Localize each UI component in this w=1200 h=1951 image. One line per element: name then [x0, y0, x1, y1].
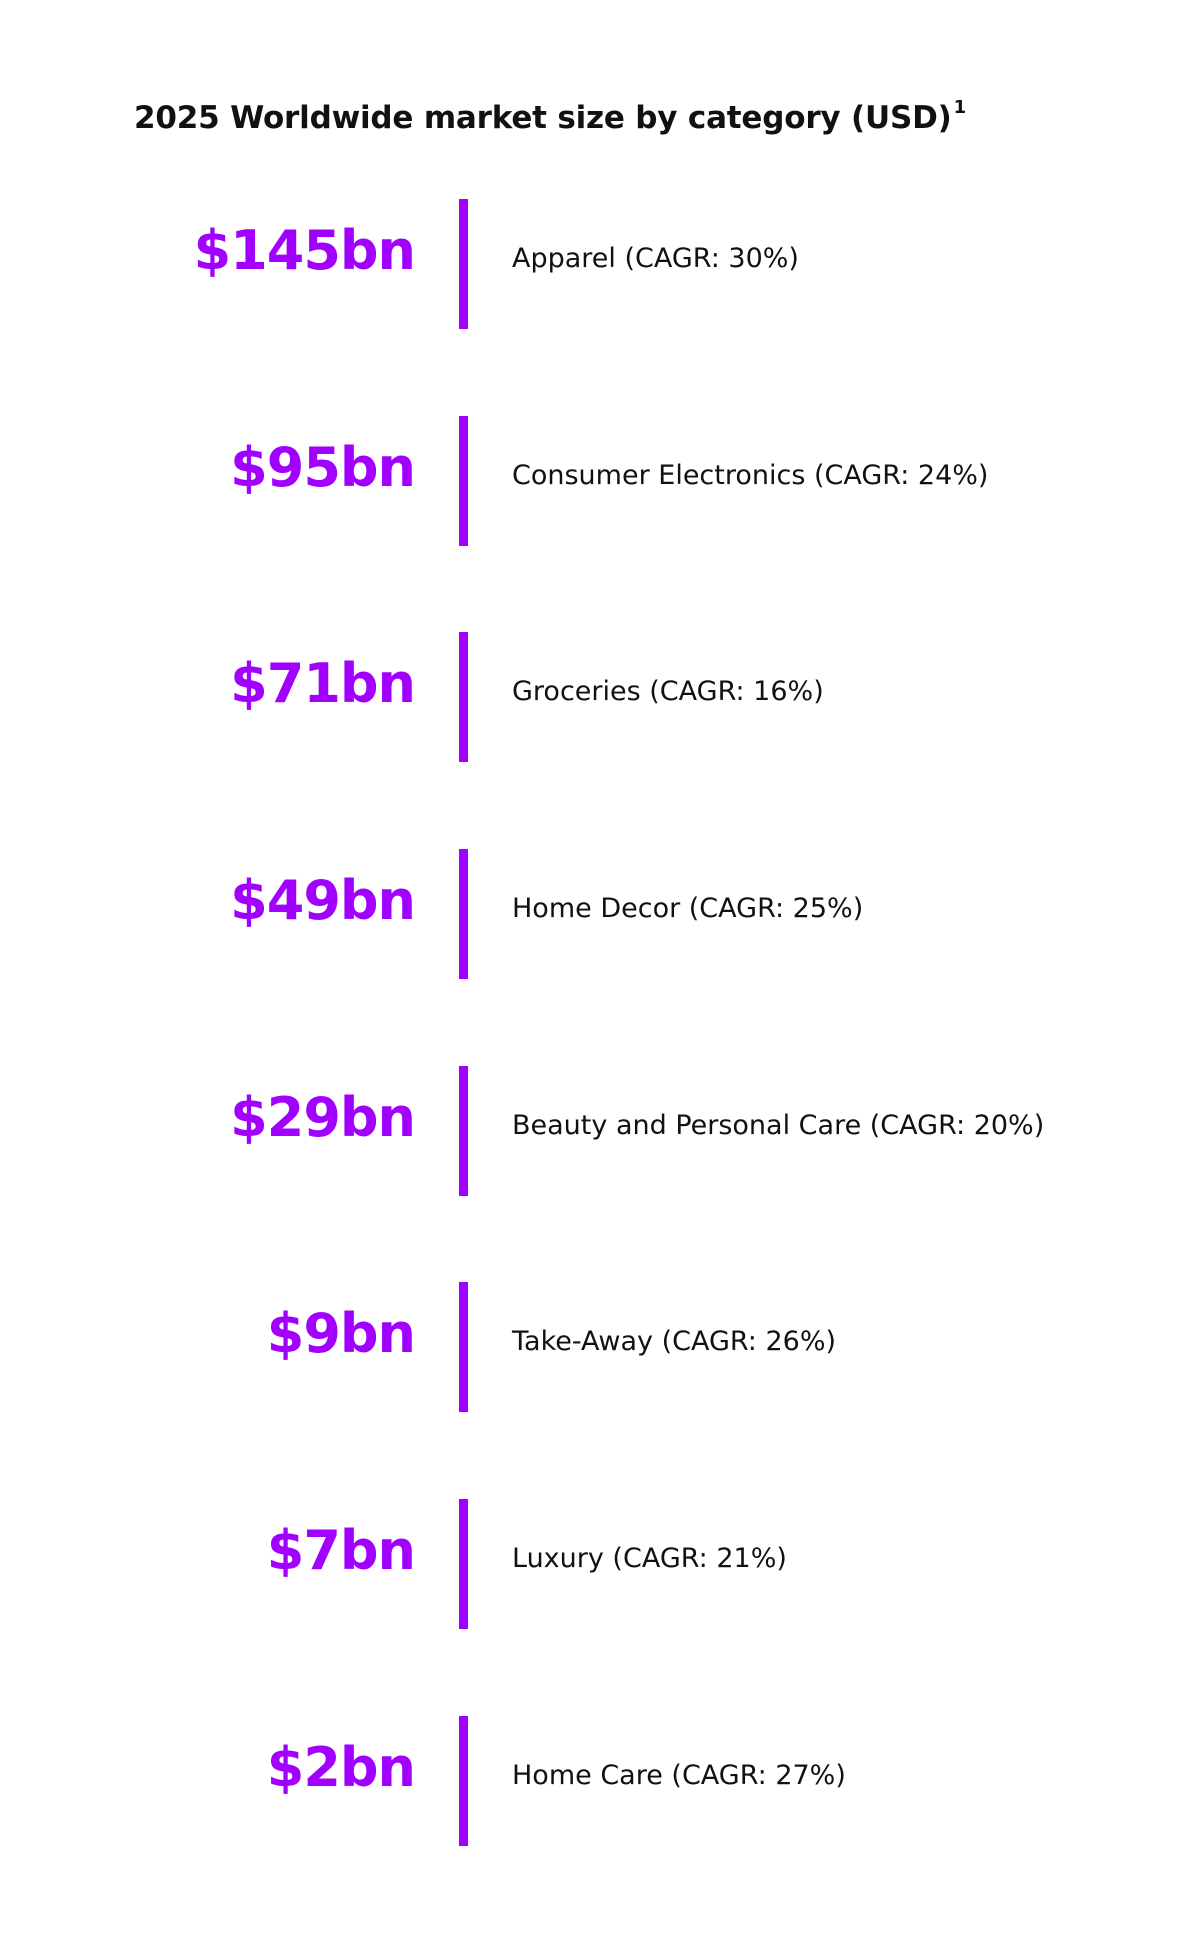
value-label: $95bn	[230, 435, 416, 499]
title-footnote-marker: 1	[953, 96, 967, 118]
category-label: Luxury (CAGR: 21%)	[512, 1543, 787, 1575]
market-row-take-away: $9bn Take-Away (CAGR: 26%)	[0, 1282, 1200, 1413]
value-label: $145bn	[193, 219, 416, 282]
category-label: Take-Away (CAGR: 26%)	[512, 1326, 837, 1358]
divider-bar	[459, 415, 468, 546]
divider-bar	[459, 849, 468, 980]
value-label: $29bn	[230, 1085, 416, 1149]
market-row-consumer-electronics: $95bn Consumer Electronics (CAGR: 24%)	[0, 415, 1200, 546]
market-row-home-decor: $49bn Home Decor (CAGR: 25%)	[0, 849, 1200, 980]
value-label: $2bn	[266, 1735, 416, 1799]
category-label: Beauty and Personal Care (CAGR: 20%)	[512, 1109, 1045, 1141]
market-size-list: $145bn Apparel (CAGR: 30%) $95bn Consume…	[0, 199, 1200, 1933]
market-row-beauty-personal-care: $29bn Beauty and Personal Care (CAGR: 20…	[0, 1065, 1200, 1196]
category-label: Home Decor (CAGR: 25%)	[512, 893, 864, 925]
value-label: $71bn	[230, 652, 416, 716]
value-label: $7bn	[266, 1519, 416, 1583]
divider-bar	[459, 1282, 468, 1413]
market-row-apparel: $145bn Apparel (CAGR: 30%)	[0, 199, 1200, 329]
category-label: Apparel (CAGR: 30%)	[512, 243, 799, 274]
market-row-groceries: $71bn Groceries (CAGR: 16%)	[0, 632, 1200, 763]
market-row-home-care: $2bn Home Care (CAGR: 27%)	[0, 1715, 1200, 1846]
category-label: Consumer Electronics (CAGR: 24%)	[512, 459, 989, 491]
chart-title-text: 2025 Worldwide market size by category (…	[134, 100, 952, 136]
market-row-luxury: $7bn Luxury (CAGR: 21%)	[0, 1499, 1200, 1630]
chart-title: 2025 Worldwide market size by category (…	[134, 96, 967, 136]
divider-bar	[459, 1715, 468, 1846]
divider-bar	[459, 632, 468, 763]
divider-bar	[459, 1499, 468, 1630]
divider-bar	[459, 1065, 468, 1196]
category-label: Home Care (CAGR: 27%)	[512, 1759, 846, 1791]
value-label: $49bn	[230, 869, 416, 933]
value-label: $9bn	[266, 1302, 416, 1366]
divider-bar	[459, 199, 468, 329]
category-label: Groceries (CAGR: 16%)	[512, 676, 824, 708]
